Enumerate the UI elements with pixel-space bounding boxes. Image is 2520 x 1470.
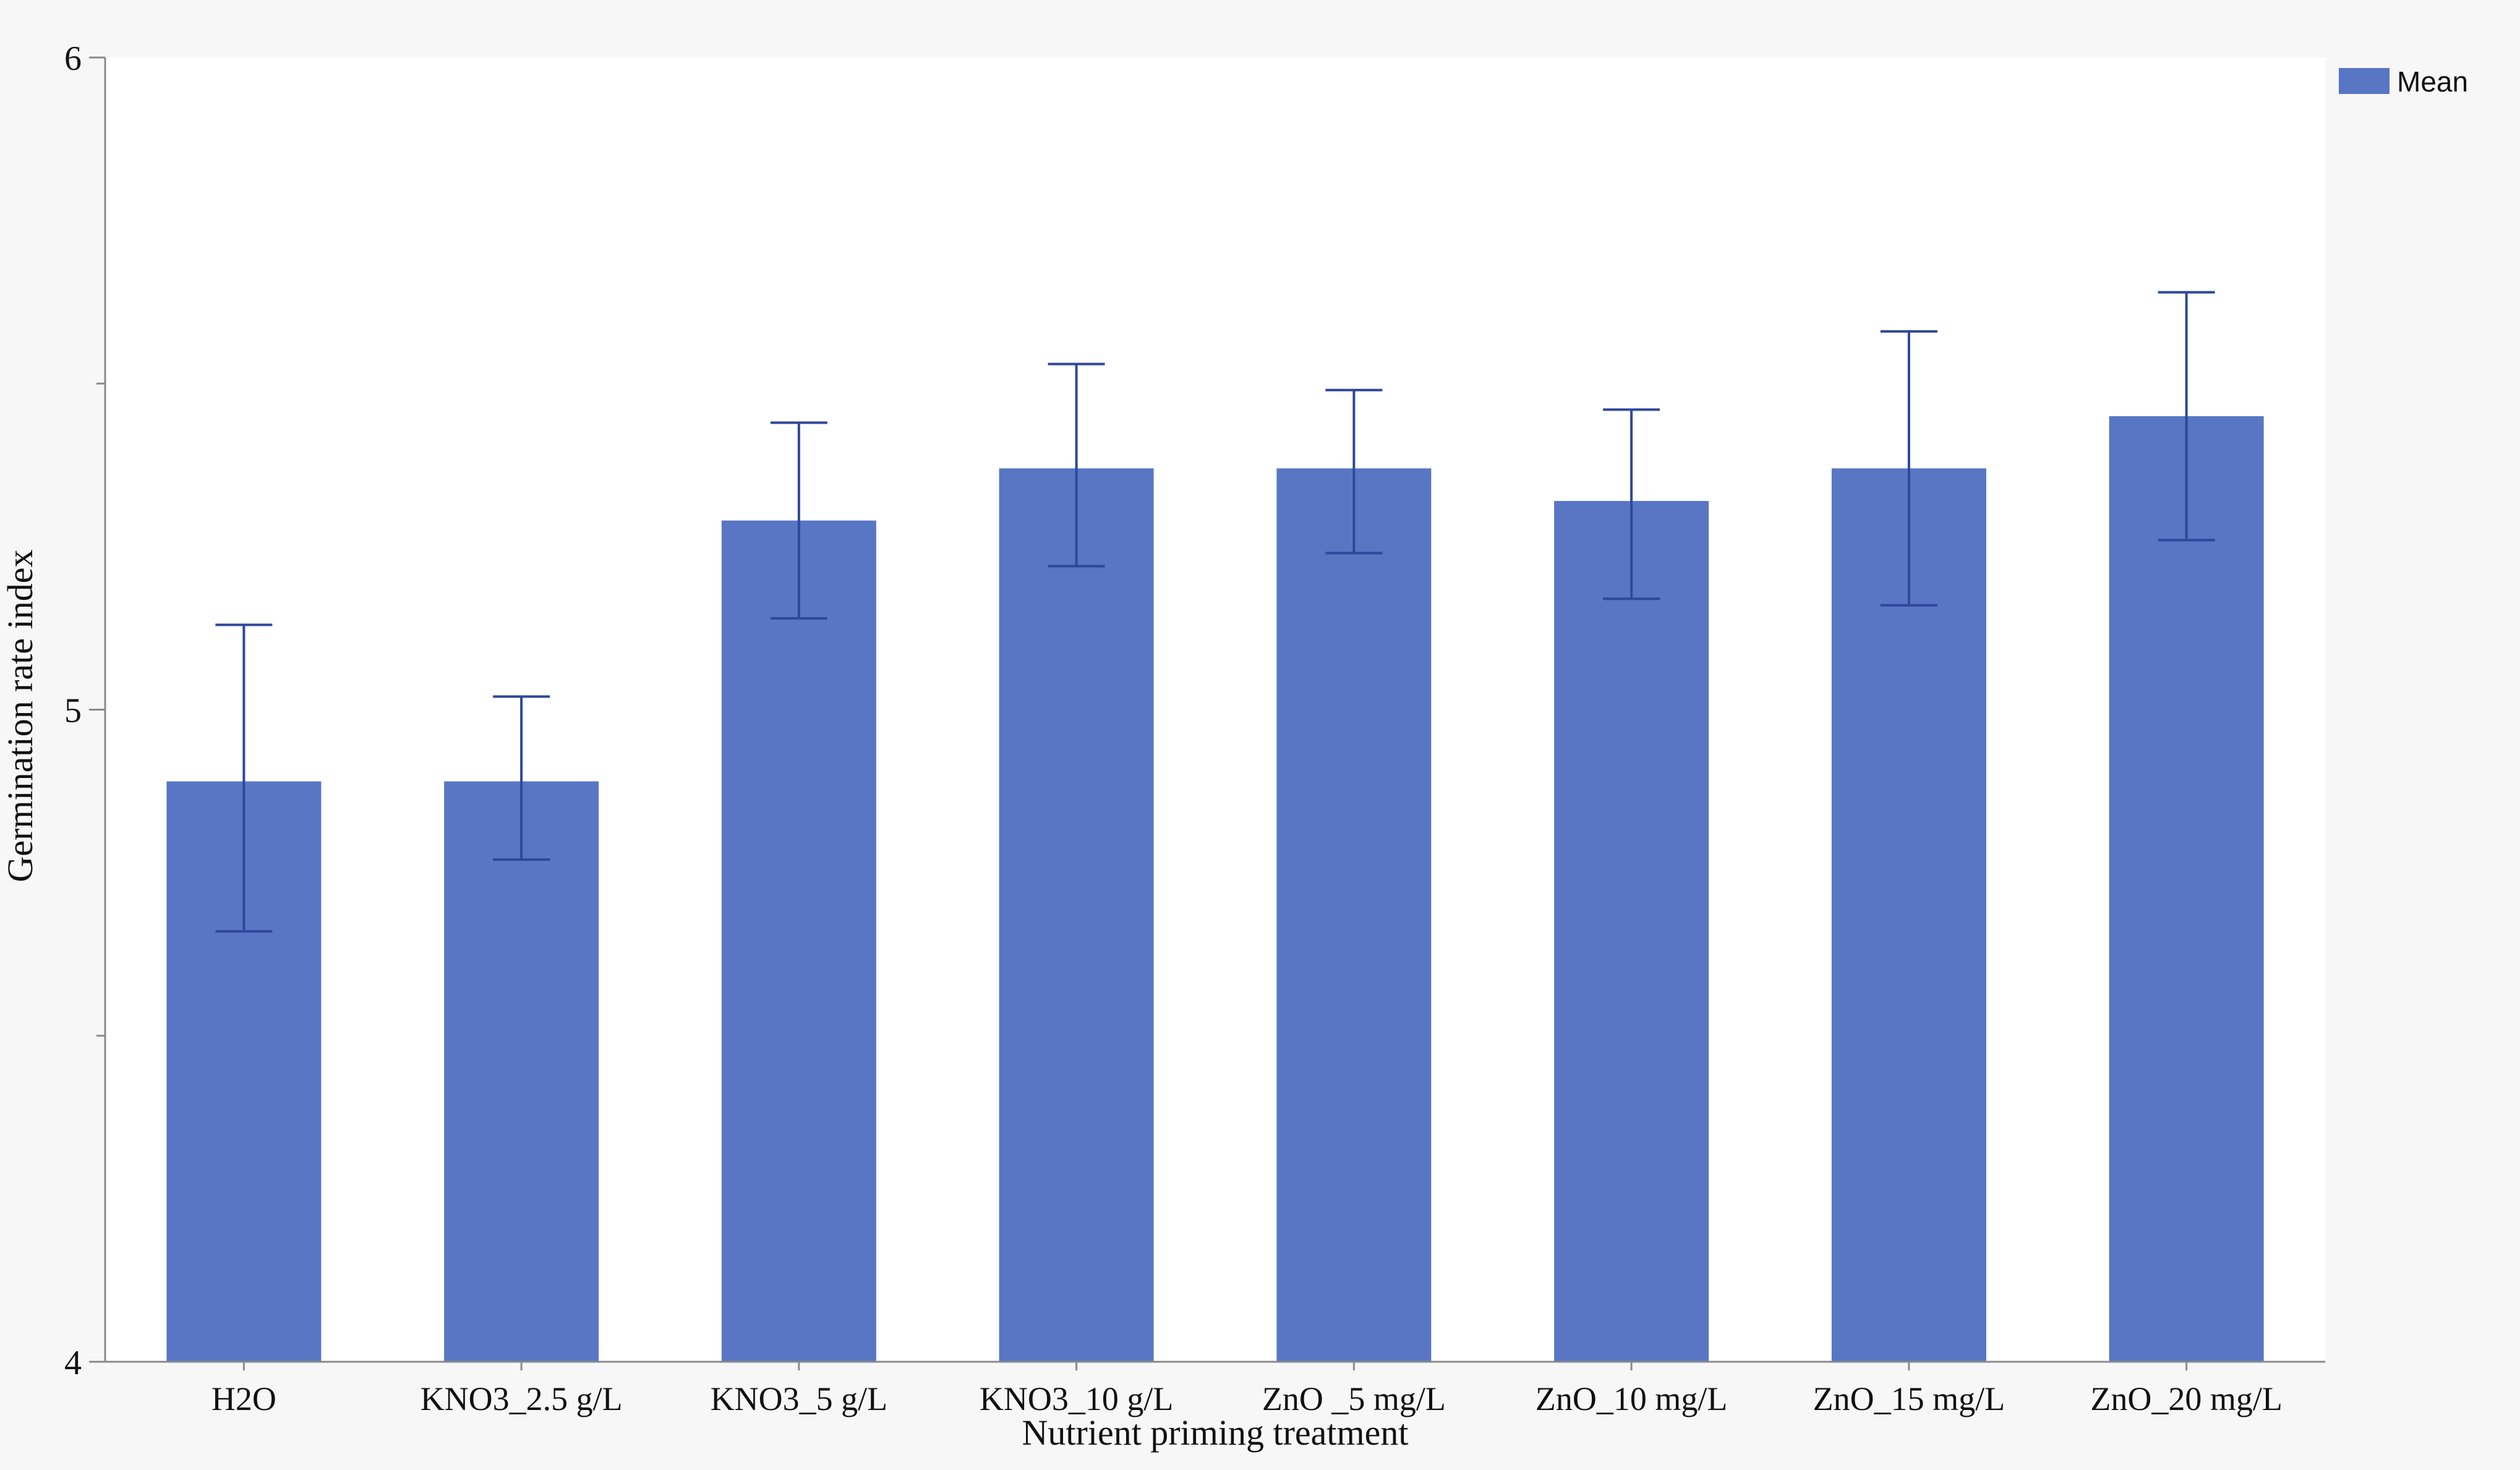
x-tick-label-2: KNO3_5 g/L — [711, 1380, 887, 1417]
axes-layer — [89, 56, 2325, 1370]
y-axis-title: Germination rate index — [0, 550, 40, 882]
legend-swatch — [2339, 68, 2390, 94]
y-tick-label-2: 6 — [64, 40, 82, 78]
x-tick-label-1: KNO3_2.5 g/L — [421, 1380, 623, 1417]
y-tick-label-0: 4 — [64, 1344, 82, 1382]
x-tick-label-4: ZnO _5 mg/L — [1262, 1380, 1446, 1417]
legend: Mean — [2339, 66, 2468, 98]
legend-label: Mean — [2397, 66, 2468, 98]
bars-layer — [166, 416, 2264, 1362]
x-tick-label-0: H2O — [211, 1380, 276, 1417]
bar-7 — [2109, 416, 2264, 1362]
x-tick-label-7: ZnO_20 mg/L — [2090, 1380, 2282, 1417]
plot-area — [105, 58, 2325, 1362]
x-tick-label-5: ZnO_10 mg/L — [1535, 1380, 1727, 1417]
x-axis-title: Nutrient priming treatment — [1022, 1412, 1409, 1453]
y-tick-label-1: 5 — [64, 692, 82, 730]
bar-1 — [444, 781, 599, 1362]
error-bars-layer — [215, 291, 2215, 933]
bar-5 — [1554, 501, 1709, 1362]
bar-3 — [999, 468, 1154, 1362]
x-tick-label-3: KNO3_10 g/L — [980, 1380, 1173, 1417]
x-tick-label-6: ZnO_15 mg/L — [1813, 1380, 2005, 1417]
bar-6 — [1831, 468, 1986, 1362]
labels-layer: Nutrient priming treatment Germination r… — [0, 40, 2283, 1453]
bar-2 — [721, 520, 876, 1362]
bar-4 — [1276, 468, 1432, 1362]
